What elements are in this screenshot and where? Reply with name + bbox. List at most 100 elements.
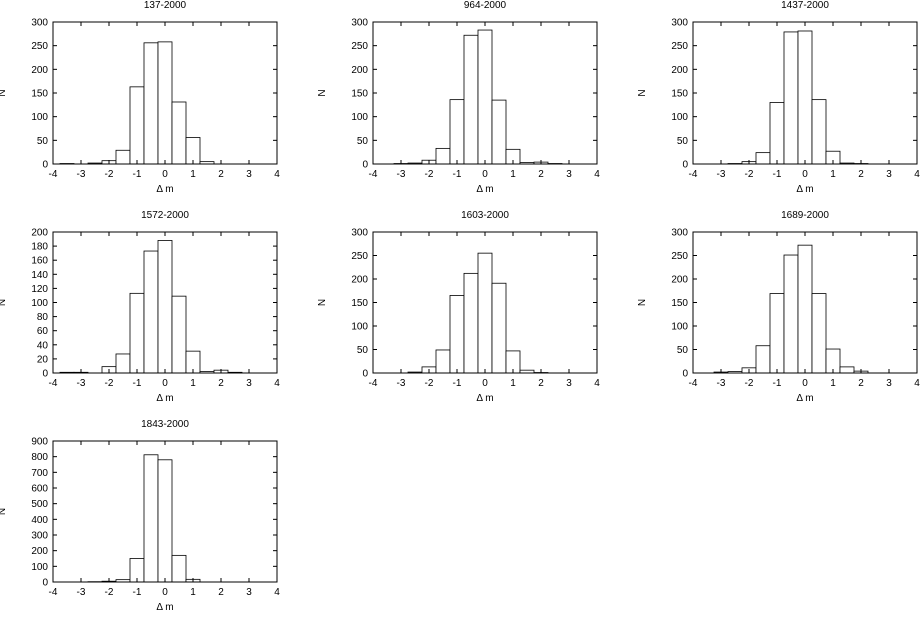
y-tick-label: 50 xyxy=(357,345,369,356)
x-tick-label: -1 xyxy=(773,378,782,389)
panel-title: 137-2000 xyxy=(144,0,187,11)
histogram-bar xyxy=(812,100,826,164)
x-tick-label: 4 xyxy=(594,169,600,180)
histogram-bar xyxy=(478,253,492,373)
x-axis-label: Δ m xyxy=(476,393,493,404)
y-tick-label: 100 xyxy=(31,562,48,573)
x-tick-label: 4 xyxy=(914,378,920,389)
x-tick-label: -1 xyxy=(133,378,142,389)
x-tick-label: 4 xyxy=(914,169,920,180)
x-tick-label: 0 xyxy=(162,169,168,180)
x-tick-label: -1 xyxy=(453,378,462,389)
y-tick-label: 300 xyxy=(351,228,368,239)
x-tick-label: 3 xyxy=(246,378,252,389)
y-tick-label: 200 xyxy=(671,65,688,76)
panel-title: 1437-2000 xyxy=(781,0,829,11)
y-tick-label: 0 xyxy=(42,578,48,589)
x-tick-label: 2 xyxy=(538,169,544,180)
y-axis-label: N xyxy=(0,508,8,515)
y-tick-label: 100 xyxy=(351,322,368,333)
x-tick-label: 0 xyxy=(162,587,168,598)
x-tick-label: -4 xyxy=(689,169,698,180)
x-tick-label: -3 xyxy=(717,378,726,389)
x-tick-label: 2 xyxy=(218,169,224,180)
panel-title: 964-2000 xyxy=(464,0,507,11)
y-tick-label: 100 xyxy=(351,112,368,123)
histogram-bar xyxy=(144,251,158,373)
y-axis-label: N xyxy=(0,299,8,306)
x-tick-label: -2 xyxy=(745,378,754,389)
y-tick-label: 80 xyxy=(37,312,49,323)
y-tick-label: 200 xyxy=(351,65,368,76)
y-tick-label: 0 xyxy=(42,160,48,171)
y-tick-label: 250 xyxy=(31,41,48,52)
y-tick-label: 300 xyxy=(31,18,48,29)
y-tick-label: 200 xyxy=(31,228,48,239)
x-axis-label: Δ m xyxy=(156,393,173,404)
x-tick-label: 0 xyxy=(482,378,488,389)
histogram-bar xyxy=(492,100,506,164)
x-tick-label: 3 xyxy=(246,587,252,598)
histogram-bar xyxy=(770,102,784,164)
x-tick-label: -2 xyxy=(105,587,114,598)
y-tick-label: 300 xyxy=(671,228,688,239)
x-tick-label: 1 xyxy=(190,587,196,598)
panel-title: 1572-2000 xyxy=(141,210,189,221)
x-tick-label: -3 xyxy=(77,169,86,180)
histogram-bar xyxy=(172,296,186,373)
x-tick-label: 1 xyxy=(830,169,836,180)
x-tick-label: -2 xyxy=(105,169,114,180)
y-tick-label: 300 xyxy=(31,531,48,542)
histogram-bar xyxy=(784,32,798,164)
y-tick-label: 250 xyxy=(351,251,368,262)
x-tick-label: 3 xyxy=(886,169,892,180)
y-axis-label: N xyxy=(317,299,328,306)
histogram-bar xyxy=(144,455,158,582)
x-tick-label: -4 xyxy=(49,587,58,598)
histogram-bar xyxy=(130,293,144,373)
x-tick-label: -4 xyxy=(369,378,378,389)
histogram-bar xyxy=(144,43,158,164)
histogram-bar xyxy=(798,245,812,373)
y-tick-label: 0 xyxy=(42,369,48,380)
histogram-bar xyxy=(158,240,172,373)
x-tick-label: -3 xyxy=(77,587,86,598)
y-tick-label: 100 xyxy=(671,112,688,123)
x-tick-label: -4 xyxy=(49,378,58,389)
x-axis-label: Δ m xyxy=(796,393,813,404)
y-tick-label: 0 xyxy=(362,369,368,380)
histogram-bar xyxy=(812,294,826,373)
histogram-bar xyxy=(478,30,492,164)
histogram-bar xyxy=(172,555,186,582)
y-tick-label: 600 xyxy=(31,484,48,495)
x-tick-label: -4 xyxy=(689,378,698,389)
y-tick-label: 900 xyxy=(31,437,48,448)
x-tick-label: 2 xyxy=(218,587,224,598)
y-tick-label: 0 xyxy=(362,160,368,171)
y-tick-label: 100 xyxy=(671,322,688,333)
y-tick-label: 40 xyxy=(37,340,49,351)
x-tick-label: -2 xyxy=(425,169,434,180)
x-tick-label: 1 xyxy=(830,378,836,389)
histogram-bar xyxy=(116,150,130,164)
x-tick-label: -4 xyxy=(49,169,58,180)
x-tick-label: 0 xyxy=(162,378,168,389)
y-tick-label: 700 xyxy=(31,468,48,479)
histogram-bar xyxy=(116,354,130,373)
y-tick-label: 50 xyxy=(677,136,689,147)
x-tick-label: -2 xyxy=(425,378,434,389)
histogram-bar xyxy=(464,273,478,373)
y-tick-label: 150 xyxy=(671,298,688,309)
x-tick-label: -4 xyxy=(369,169,378,180)
y-tick-label: 150 xyxy=(31,89,48,100)
x-tick-label: 2 xyxy=(858,378,864,389)
y-tick-label: 200 xyxy=(671,275,688,286)
x-tick-label: 3 xyxy=(566,169,572,180)
y-tick-label: 140 xyxy=(31,270,48,281)
